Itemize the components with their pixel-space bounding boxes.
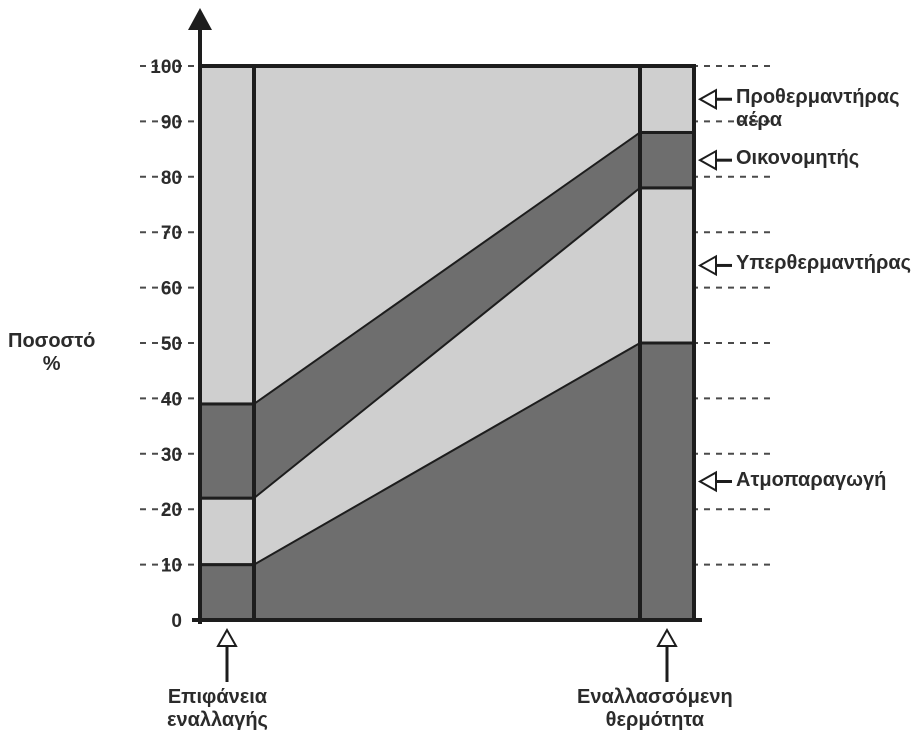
callout-evaporator: Ατμοπαραγωγή	[736, 469, 886, 492]
svg-text:90: 90	[161, 112, 182, 133]
diagram-stage: 0 10 20 30 40 50 60 70 80 90 100 Ποσοστό % Επιφάνε…	[0, 0, 923, 734]
svg-text:0: 0	[171, 611, 182, 632]
svg-text:20: 20	[161, 500, 182, 521]
bottom-label-surface: Επιφάνεια εναλλαγής	[167, 686, 268, 732]
y-axis-title: Ποσοστό %	[8, 330, 95, 376]
svg-text:40: 40	[161, 389, 182, 410]
callout-air-preheater: Προθερμαντήρας αέρα	[736, 86, 900, 132]
svg-text:50: 50	[161, 334, 182, 355]
svg-text:10: 10	[161, 556, 182, 577]
callout-economizer: Οικονομητής	[736, 147, 859, 170]
bottom-label-heat: Εναλλασσόμενη θερμότητα	[577, 686, 733, 732]
callout-superheater: Υπερθερμαντήρας	[736, 252, 911, 275]
svg-text:70: 70	[161, 223, 182, 244]
svg-text:30: 30	[161, 445, 182, 466]
svg-text:80: 80	[161, 168, 182, 189]
svg-text:100: 100	[150, 57, 182, 78]
svg-text:60: 60	[161, 279, 182, 300]
